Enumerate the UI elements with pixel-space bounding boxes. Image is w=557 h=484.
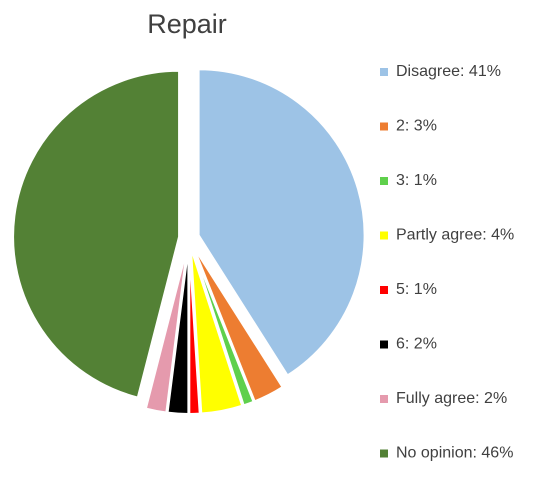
pie-slice	[197, 68, 366, 377]
pie-slice	[166, 247, 190, 415]
legend-swatch	[380, 122, 388, 131]
legend-label: Fully agree: 2%	[396, 390, 507, 407]
legend-swatch	[380, 177, 388, 185]
legend-label: Partly agree: 4%	[396, 227, 514, 244]
legend-swatch	[380, 395, 388, 403]
legend-swatch	[380, 68, 388, 76]
legend-label: Disagree: 41%	[396, 63, 501, 80]
pie-slice	[12, 69, 181, 399]
legend-label: No opinion: 46%	[396, 445, 513, 462]
pie-slice	[189, 247, 244, 415]
chart-title: Repair	[147, 9, 227, 39]
pie-slice	[192, 246, 284, 403]
legend-swatch	[380, 340, 388, 349]
legend-label: 6: 2%	[396, 336, 437, 353]
legend-swatch	[380, 231, 388, 240]
pie-slice	[191, 247, 255, 407]
legend-label: 5: 1%	[396, 281, 437, 298]
legend-label: 2: 3%	[396, 118, 437, 135]
legend-swatch	[380, 449, 388, 458]
pie-slice	[144, 247, 189, 414]
legend-swatch	[380, 286, 388, 294]
legend-label: 3: 1%	[396, 172, 437, 189]
